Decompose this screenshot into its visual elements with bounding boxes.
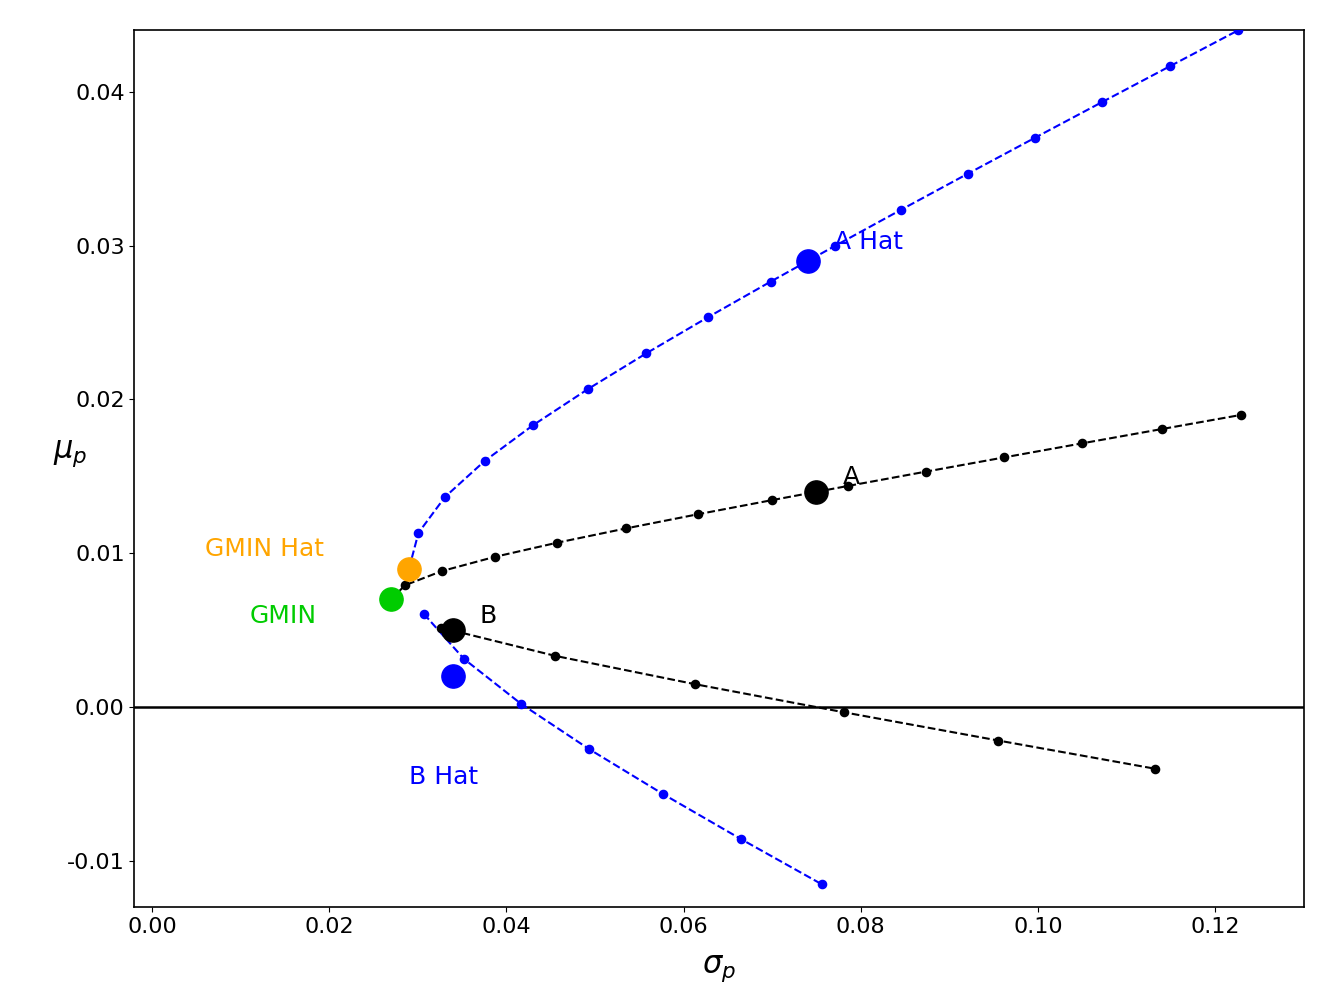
Point [993,450,1015,466]
Point [394,578,415,594]
Point [474,453,496,469]
Point [614,520,636,536]
Point [544,648,566,664]
Point [442,668,464,684]
Point [511,696,532,712]
Y-axis label: $\mu_p$: $\mu_p$ [52,437,87,469]
Text: A Hat: A Hat [835,230,903,254]
Point [730,831,751,847]
Point [687,506,708,522]
Point [1227,22,1249,38]
Point [431,563,453,580]
Point [825,238,847,254]
Text: GMIN: GMIN [250,604,317,628]
Point [805,484,827,500]
Point [957,165,978,181]
Point [761,273,782,289]
Point [684,676,706,692]
Text: A: A [843,465,860,489]
Text: B Hat: B Hat [409,765,478,789]
Point [398,560,419,577]
Point [523,417,544,433]
Point [1144,761,1165,777]
Point [1071,435,1093,452]
Point [762,492,784,508]
Point [1150,421,1172,437]
Point [380,592,402,608]
Text: B: B [480,604,497,628]
Point [547,534,569,550]
Point [915,464,937,480]
Point [696,309,718,326]
Point [1231,407,1253,423]
Point [1091,94,1113,110]
Point [577,381,598,397]
Point [1024,130,1046,146]
Point [797,253,818,269]
Point [484,548,505,564]
Point [380,592,402,608]
Point [1160,58,1181,75]
Point [578,741,599,757]
Point [988,733,1009,749]
Point [636,346,657,362]
Point [837,478,859,494]
X-axis label: $\sigma_p$: $\sigma_p$ [702,954,737,985]
Point [833,705,855,721]
Point [453,651,474,667]
Point [890,202,911,218]
Point [430,620,452,636]
Point [407,525,429,541]
Point [652,786,673,802]
Point [434,489,456,505]
Text: GMIN Hat: GMIN Hat [206,537,324,561]
Point [442,622,464,638]
Point [413,606,434,622]
Point [398,560,419,577]
Point [810,876,832,892]
